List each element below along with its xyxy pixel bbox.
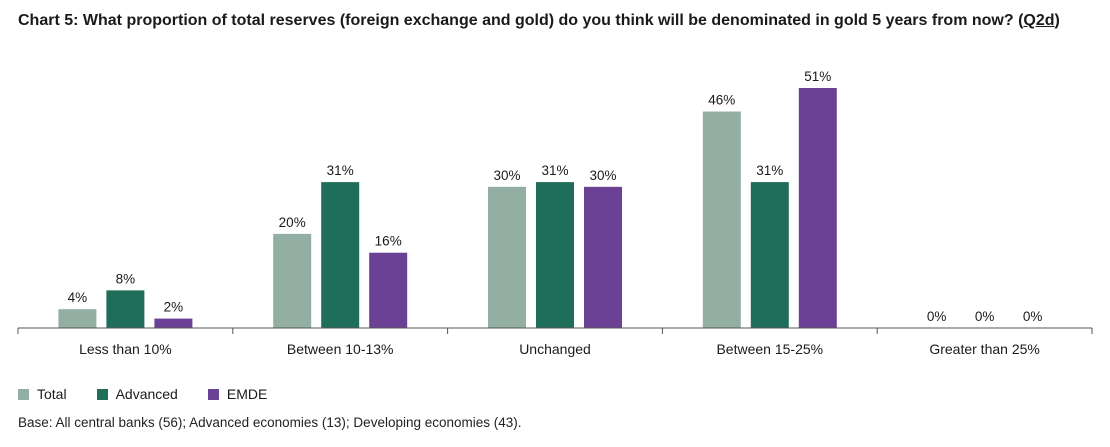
x-axis-ticks [17,328,1093,334]
bar-advanced-unchanged [536,182,574,328]
chart-title-text: Chart 5: What proportion of total reserv… [18,12,1024,29]
legend-swatch-total [18,388,29,400]
bar-total-between-10-13 [273,233,312,328]
value-label-total-greater-than-25: 0% [927,309,947,324]
bar-emde-between-15-25 [798,88,837,328]
legend-label-emde: EMDE [226,386,268,402]
bar-emde-unchanged [584,186,622,328]
legend-label-advanced: Advanced [115,386,178,402]
category-label-greater-than-25: Greater than 25% [929,341,1040,357]
chart-title-suffix: ) [1054,12,1060,29]
category-label-unchanged: Unchanged [519,341,591,357]
value-label-total-unchanged: 30% [493,168,520,183]
bar-chart: 4%8%2%20%31%16%30% 31% 30%46%31%51%0% 0% 0% … [17,69,1093,357]
value-label-total-less-than-10: 4% [68,290,88,305]
value-label-emde-less-than-10: 2% [164,300,184,315]
bar-advanced-less-than-10 [106,290,145,328]
bar-advanced-between-10-13 [321,182,360,328]
value-label-total-between-15-25: 46% [708,93,735,108]
bars-group [58,88,837,328]
bar-advanced-between-15-25 [750,182,789,328]
legend-swatch-emde [207,388,219,400]
legend-item-emde: EMDE [207,386,268,402]
bar-total-unchanged [488,186,526,328]
value-label-advanced-unchanged: 31% [541,163,568,178]
value-label-advanced-less-than-10: 8% [116,271,136,286]
value-label-emde-between-10-13: 16% [375,234,402,249]
bar-total-less-than-10 [58,309,97,328]
legend-item-advanced: Advanced [96,386,178,402]
legend-swatch-advanced [96,388,108,400]
value-labels-group: 4% 8% 2% 20% 31% 16% 30% 31% 30% 46% 31% 51% 0% 0% 0% [68,69,1043,324]
category-label-between-15-25: Between 15-25% [716,341,823,357]
category-label-less-than-10: Less than 10% [79,341,172,357]
footnote: Base: All central banks (56); Advanced e… [18,415,522,430]
chart-title: Chart 5: What proportion of total reserv… [18,10,1098,32]
question-code: Q2d [1023,12,1055,29]
value-label-emde-unchanged: 30% [589,168,616,183]
bar-emde-less-than-10 [154,318,193,328]
category-label-between-10-13: Between 10-13% [287,341,394,357]
bar-emde-between-10-13 [369,252,408,328]
value-label-advanced-between-15-25: 31% [756,163,783,178]
legend-label-total: Total [37,386,67,402]
value-label-emde-greater-than-25: 0% [1023,309,1043,324]
legend-item-total: Total [18,386,67,402]
value-label-emde-between-15-25: 51% [804,69,831,84]
bar-total-between-15-25 [702,111,741,328]
value-label-advanced-greater-than-25: 0% [975,309,995,324]
category-labels-group: Less than 10% Between 10-13% Unchanged Betw… [79,341,1040,357]
value-label-advanced-between-10-13: 31% [327,163,354,178]
value-label-total-between-10-13: 20% [279,215,306,230]
legend: Total Advanced EMDE [18,386,267,402]
